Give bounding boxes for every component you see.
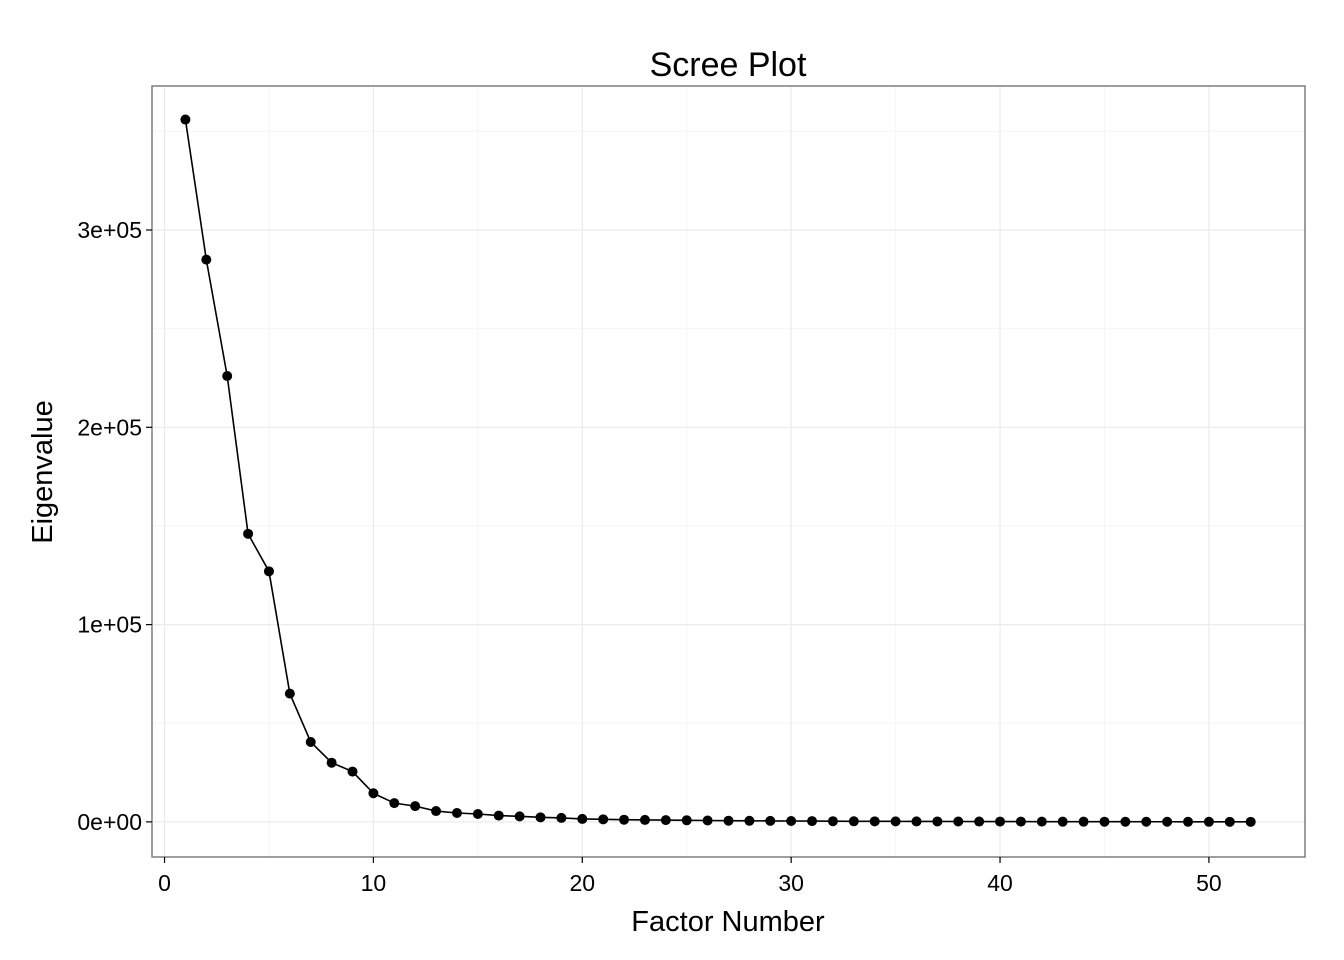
data-point <box>807 816 818 827</box>
data-point <box>556 812 567 823</box>
data-point <box>995 816 1006 827</box>
x-tick-label: 20 <box>569 870 595 896</box>
data-point <box>326 757 337 768</box>
data-point <box>786 815 797 826</box>
data-point <box>869 816 880 827</box>
data-point <box>911 816 922 827</box>
y-axis: 0e+00 1e+05 2e+05 3e+05 <box>77 217 152 835</box>
data-point <box>1099 816 1110 827</box>
y-tick-label: 1e+05 <box>77 612 142 638</box>
data-point <box>577 813 588 824</box>
panel-border <box>151 85 1306 858</box>
y-tick-label: 3e+05 <box>77 217 142 243</box>
data-point <box>431 806 442 817</box>
data-point <box>1057 816 1068 827</box>
data-point <box>681 815 692 826</box>
grid-layer <box>152 86 1305 857</box>
data-point <box>639 814 650 825</box>
data-point <box>1224 816 1235 827</box>
data-point <box>598 814 609 825</box>
data-point <box>222 371 233 382</box>
data-point <box>1078 816 1089 827</box>
y-tick-label: 2e+05 <box>77 414 142 440</box>
data-point <box>180 114 191 125</box>
data-point <box>1120 816 1131 827</box>
data-point <box>974 816 985 827</box>
x-axis: 0 10 20 30 40 50 <box>158 857 1222 896</box>
data-point <box>827 816 838 827</box>
data-point <box>305 736 316 747</box>
data-point <box>472 808 483 819</box>
data-point <box>514 811 525 822</box>
data-point <box>1245 816 1256 827</box>
x-tick-label: 30 <box>778 870 804 896</box>
data-point <box>932 816 943 827</box>
x-tick-label: 40 <box>987 870 1013 896</box>
data-point <box>493 810 504 821</box>
x-axis-title: Factor Number <box>631 906 825 938</box>
data-point <box>660 815 671 826</box>
data-point <box>1015 816 1026 827</box>
x-tick-label: 10 <box>361 870 387 896</box>
data-point <box>243 528 254 539</box>
data-point <box>1183 816 1194 827</box>
data-point <box>410 801 421 812</box>
data-point <box>619 814 630 825</box>
data-point <box>368 788 379 799</box>
y-axis-title: Eigenvalue <box>27 400 59 544</box>
x-tick-label: 50 <box>1196 870 1222 896</box>
data-point <box>723 815 734 826</box>
data-point <box>1203 816 1214 827</box>
chart-title: Scree Plot <box>650 46 807 84</box>
data-point <box>848 816 859 827</box>
y-tick-label: 0e+00 <box>77 809 142 835</box>
data-point <box>389 798 400 809</box>
data-point <box>535 812 546 823</box>
points-layer <box>180 114 1256 827</box>
data-point <box>284 688 295 699</box>
data-point <box>744 815 755 826</box>
data-point <box>1162 816 1173 827</box>
data-point <box>1036 816 1047 827</box>
data-point <box>765 815 776 826</box>
data-point <box>201 254 212 265</box>
data-point <box>890 816 901 827</box>
data-point <box>451 808 462 819</box>
x-tick-label: 0 <box>158 870 171 896</box>
data-point <box>1141 816 1152 827</box>
data-point <box>953 816 964 827</box>
data-point <box>347 766 358 777</box>
data-point <box>702 815 713 826</box>
data-point <box>263 566 274 577</box>
series-line <box>184 119 1251 823</box>
